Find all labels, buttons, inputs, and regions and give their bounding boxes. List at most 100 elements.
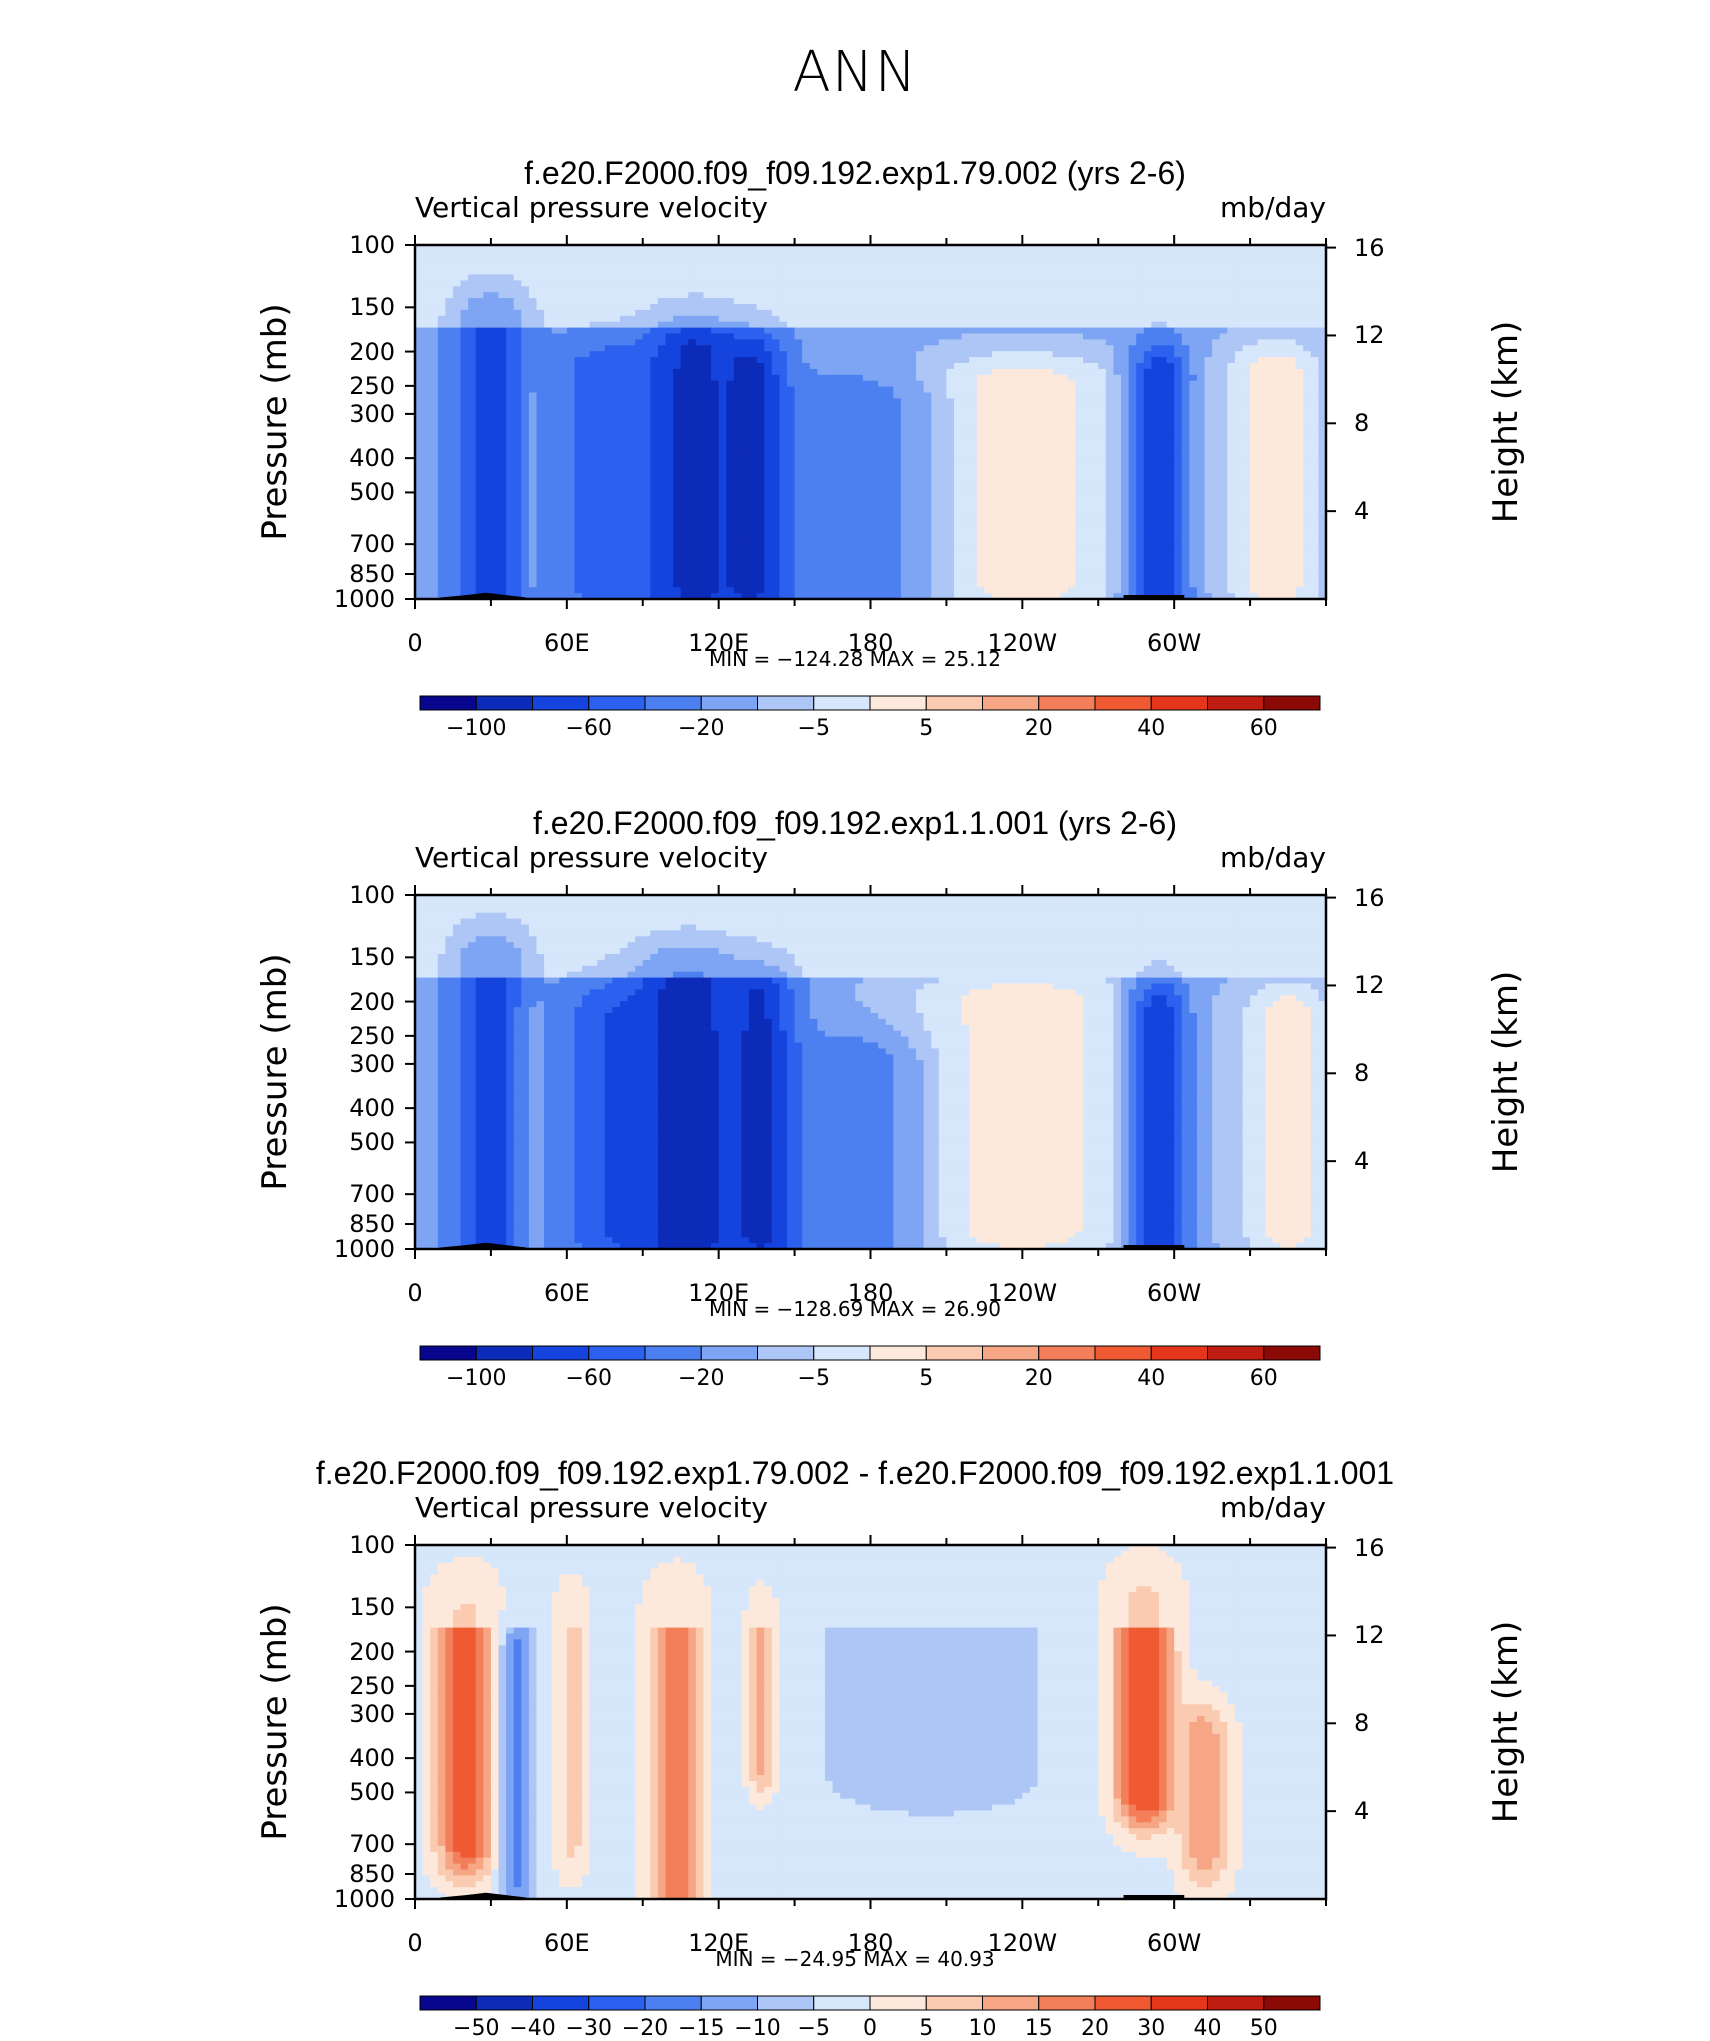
contour-cell	[1022, 398, 1030, 405]
contour-cell	[1288, 298, 1296, 305]
contour-cell	[438, 446, 446, 453]
contour-cell	[810, 316, 818, 323]
contour-cell	[848, 475, 856, 482]
contour-cell	[1151, 434, 1159, 441]
contour-cell	[1303, 463, 1311, 470]
contour-cell	[1038, 428, 1046, 435]
contour-cell	[688, 440, 696, 447]
contour-cell	[445, 381, 453, 388]
contour-cell	[908, 298, 916, 305]
contour-cell	[1250, 304, 1258, 311]
contour-cell	[878, 263, 886, 270]
contour-cell	[1273, 452, 1281, 459]
contour-cell	[559, 387, 567, 394]
contour-cell	[848, 263, 856, 270]
contour-cell	[1015, 434, 1023, 441]
contour-cell	[445, 487, 453, 494]
contour-cell	[1091, 375, 1099, 382]
contour-cell	[1045, 446, 1053, 453]
contour-cell	[597, 416, 605, 423]
contour-cell	[552, 457, 560, 464]
contour-cell	[939, 481, 947, 488]
contour-cell	[1007, 334, 1015, 341]
contour-cell	[772, 428, 780, 435]
contour-cell	[711, 369, 719, 376]
contour-cell	[977, 469, 985, 476]
contour-cell	[1159, 469, 1167, 476]
contour-cell	[491, 310, 499, 317]
contour-cell	[833, 416, 841, 423]
contour-cell	[536, 398, 544, 405]
contour-cell	[590, 292, 598, 299]
contour-cell	[1182, 369, 1190, 376]
contour-cell	[1174, 269, 1182, 276]
contour-cell	[833, 298, 841, 305]
contour-cell	[1227, 251, 1235, 258]
contour-cell	[453, 351, 461, 358]
contour-cell	[1288, 286, 1296, 293]
contour-cell	[1288, 416, 1296, 423]
contour-cell	[840, 375, 848, 382]
contour-cell	[749, 452, 757, 459]
contour-cell	[582, 251, 590, 258]
contour-cell	[1144, 292, 1152, 299]
contour-cell	[635, 304, 643, 311]
contour-cell	[1296, 316, 1304, 323]
contour-cell	[696, 357, 704, 364]
contour-cell	[939, 351, 947, 358]
contour-cell	[643, 369, 651, 376]
contour-cell	[772, 422, 780, 429]
contour-cell	[590, 457, 598, 464]
contour-cell	[1258, 292, 1266, 299]
contour-cell	[461, 363, 469, 370]
contour-cell	[1205, 481, 1213, 488]
contour-cell	[1136, 345, 1144, 352]
contour-cell	[1296, 375, 1304, 382]
contour-cell	[946, 351, 954, 358]
contour-cell	[552, 275, 560, 282]
contour-cell	[977, 481, 985, 488]
contour-cell	[544, 251, 552, 258]
contour-cell	[635, 269, 643, 276]
contour-cell	[1022, 251, 1030, 258]
contour-cell	[969, 398, 977, 405]
contour-cell	[468, 428, 476, 435]
contour-cell	[468, 416, 476, 423]
contour-cell	[1045, 263, 1053, 270]
contour-cell	[848, 422, 856, 429]
contour-cell	[1075, 416, 1083, 423]
contour-cell	[582, 434, 590, 441]
contour-cell	[825, 434, 833, 441]
contour-cell	[931, 357, 939, 364]
contour-cell	[514, 363, 522, 370]
contour-cell	[506, 357, 514, 364]
contour-cell	[1174, 463, 1182, 470]
contour-cell	[696, 404, 704, 411]
contour-cell	[871, 351, 879, 358]
contour-cell	[969, 251, 977, 258]
contour-cell	[908, 463, 916, 470]
contour-cell	[590, 440, 598, 447]
contour-cell	[833, 440, 841, 447]
contour-cell	[552, 304, 560, 311]
contour-cell	[461, 322, 469, 329]
contour-cell	[924, 316, 932, 323]
contour-cell	[423, 422, 431, 429]
contour-cell	[544, 375, 552, 382]
contour-cell	[1303, 481, 1311, 488]
contour-cell	[605, 357, 613, 364]
contour-cell	[1303, 457, 1311, 464]
contour-cell	[597, 345, 605, 352]
contour-cell	[453, 398, 461, 405]
contour-cell	[681, 286, 689, 293]
contour-cell	[1227, 469, 1235, 476]
contour-cell	[521, 393, 529, 400]
contour-cell	[574, 316, 582, 323]
contour-cell	[1227, 422, 1235, 429]
contour-cell	[711, 286, 719, 293]
contour-cell	[1038, 434, 1046, 441]
contour-cell	[445, 339, 453, 346]
contour-cell	[423, 304, 431, 311]
contour-cell	[445, 298, 453, 305]
contour-cell	[1250, 469, 1258, 476]
